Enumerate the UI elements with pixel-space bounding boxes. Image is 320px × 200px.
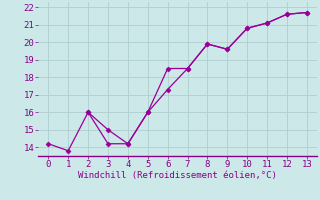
X-axis label: Windchill (Refroidissement éolien,°C): Windchill (Refroidissement éolien,°C)	[78, 171, 277, 180]
